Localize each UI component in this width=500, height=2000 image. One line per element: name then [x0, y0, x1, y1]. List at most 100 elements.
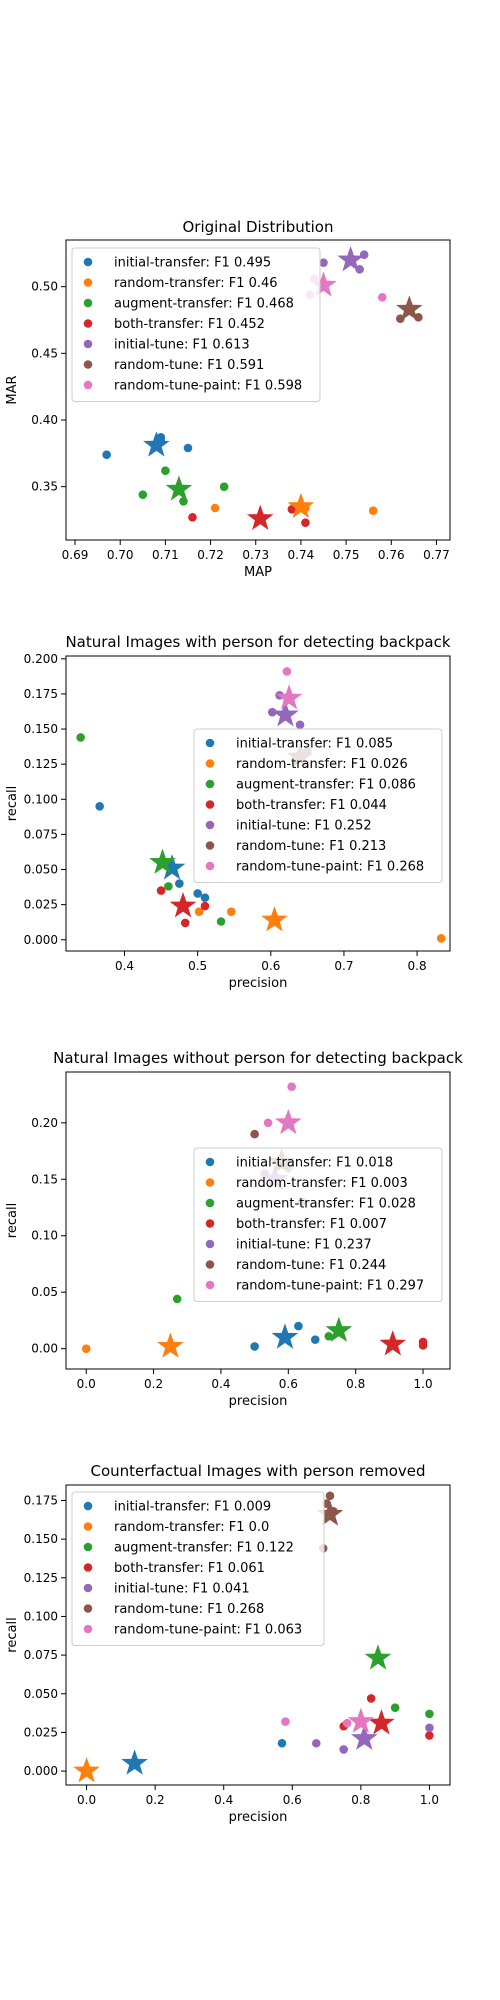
data-point-both-transfer: [180, 918, 190, 928]
legend-entry-initial-transfer: initial-transfer: F1 0.009: [114, 1500, 271, 1515]
y-tick-label: 0.025: [24, 898, 58, 912]
legend-marker-random-tune-paint: [205, 861, 215, 871]
data-point-random-tune: [325, 1491, 335, 1501]
y-tick-label: 0.050: [24, 863, 58, 877]
legend-entry-both-transfer: both-transfer: F1 0.007: [236, 1217, 387, 1232]
legend-entry-initial-transfer: initial-transfer: F1 0.085: [236, 737, 393, 752]
legend-entry-initial-transfer: initial-transfer: F1 0.018: [236, 1156, 393, 1171]
y-tick-label: 0.075: [24, 1648, 58, 1662]
legend-entry-random-transfer: random-transfer: F1 0.0: [114, 1520, 269, 1535]
data-point-augment-transfer: [161, 466, 170, 475]
data-point-initial-transfer: [294, 1321, 303, 1331]
legend-entry-both-transfer: both-transfer: F1 0.061: [114, 1561, 265, 1576]
legend-entry-random-tune: random-tune: F1 0.268: [114, 1602, 264, 1617]
legend-entry-random-tune-paint: random-tune-paint: F1 0.598: [114, 379, 302, 394]
data-point-initial-transfer: [277, 1738, 287, 1748]
mean-star-initial-tune: [350, 1724, 378, 1750]
y-tick-label: 0.00: [31, 1342, 58, 1356]
legend-box: [71, 1491, 325, 1646]
x-tick-label: 0.69: [62, 548, 89, 562]
mean-star-random-tune-paint: [310, 271, 337, 297]
legend-entry-initial-tune: initial-tune: F1 0.237: [236, 1238, 372, 1253]
legend-marker-augment-transfer: [205, 779, 215, 789]
mean-star-random-transfer: [73, 1757, 100, 1783]
y-tick-label: 0.20: [31, 1116, 58, 1130]
legend-marker-augment-transfer: [83, 1542, 93, 1552]
chart-panel-1: Original Distribution 0.69 0.70 0.71 0.72 0.7…: [5, 218, 451, 580]
mean-star-random-tune: [316, 1500, 344, 1526]
y-tick-label: 0.175: [24, 687, 58, 701]
data-point-augment-transfer: [138, 490, 148, 499]
x-tick-label: 0.4: [115, 959, 134, 973]
chart-panel-4: Counterfactual Images with person remove…: [5, 1462, 451, 1825]
data-point-both-transfer: [301, 518, 310, 527]
mean-star-both-transfer: [379, 1330, 407, 1356]
data-point-initial-transfer: [102, 450, 111, 459]
data-point-augment-transfer: [172, 1294, 182, 1304]
chart-title: Natural Images with person for detecting…: [65, 633, 450, 651]
x-tick-label: 0.4: [214, 1793, 233, 1807]
y-tick-label: 0.200: [24, 652, 58, 666]
mean-star-initial-tune: [272, 701, 299, 727]
legend-entry-initial-tune: initial-tune: F1 0.252: [236, 819, 372, 834]
legend-marker-initial-transfer: [205, 738, 215, 748]
data-point-random-transfer: [81, 1344, 91, 1353]
legend-marker-random-tune: [205, 841, 215, 850]
y-tick-label: 0.025: [24, 1725, 58, 1739]
legend-entry-initial-tune: initial-tune: F1 0.613: [114, 338, 250, 353]
data-point-initial-tune: [339, 1745, 349, 1754]
mean-star-augment-transfer: [149, 848, 176, 874]
y-tick-label: 0.100: [24, 792, 58, 806]
y-tick-label: 0.40: [31, 413, 58, 427]
legend-marker-random-tune: [83, 1604, 93, 1613]
x-tick-label: 0.2: [144, 1377, 163, 1391]
legend-marker-initial-tune: [83, 339, 93, 349]
x-tick-label: 0.4: [211, 1377, 230, 1391]
legend-marker-random-transfer: [83, 278, 93, 287]
x-axis-label: precision: [229, 1394, 288, 1409]
legend: initial-transfer: F1 0.085 random-transfe…: [193, 728, 443, 883]
y-tick-label: 0.150: [24, 722, 58, 736]
legend-entry-both-transfer: both-transfer: F1 0.044: [236, 798, 387, 813]
y-axis-label: recall: [5, 786, 20, 821]
legend-marker-random-tune-paint: [205, 1280, 215, 1290]
mean-star-both-transfer: [169, 892, 197, 918]
legend-marker-augment-transfer: [83, 298, 93, 308]
legend-entry-both-transfer: both-transfer: F1 0.452: [114, 317, 265, 332]
data-point-random-tune-paint: [377, 293, 387, 302]
data-point-random-transfer: [436, 934, 446, 943]
legend: initial-transfer: F1 0.009 random-transfe…: [71, 1491, 325, 1646]
x-tick-label: 0.72: [197, 548, 224, 562]
legend-entry-random-tune-paint: random-tune-paint: F1 0.063: [114, 1623, 302, 1638]
legend-marker-augment-transfer: [205, 1198, 215, 1208]
legend-entry-random-transfer: random-transfer: F1 0.46: [114, 276, 278, 291]
legend-entry-random-tune: random-tune: F1 0.213: [236, 839, 386, 854]
legend-marker-random-tune: [205, 1260, 215, 1269]
legend-box: [193, 728, 443, 883]
y-tick-label: 0.50: [31, 280, 58, 294]
legend-box: [71, 247, 321, 402]
axes-frame: [65, 1071, 451, 1370]
legend-entry-random-tune: random-tune: F1 0.244: [236, 1258, 386, 1273]
legend-marker-initial-transfer: [205, 1157, 215, 1167]
x-tick-label: 0.71: [152, 548, 179, 562]
y-axis-label: recall: [5, 1617, 20, 1652]
mean-star-random-tune: [396, 295, 423, 321]
x-tick-label: 0.73: [242, 548, 269, 562]
data-point-both-transfer: [156, 886, 166, 895]
x-tick-label: 0.5: [188, 959, 207, 973]
chart-title: Natural Images without person for detect…: [53, 1049, 463, 1067]
mean-star-initial-transfer: [271, 1323, 299, 1349]
x-tick-label: 0.0: [77, 1377, 96, 1391]
x-tick-label: 0.8: [346, 1377, 365, 1391]
mean-star-both-transfer: [246, 504, 274, 530]
legend: initial-transfer: F1 0.495 random-transfe…: [71, 247, 321, 402]
legend-entry-random-transfer: random-transfer: F1 0.003: [236, 1176, 408, 1191]
data-point-augment-transfer: [76, 733, 85, 742]
data-point-both-transfer: [425, 1731, 434, 1740]
x-axis-label: precision: [229, 976, 288, 991]
legend-entry-random-transfer: random-transfer: F1 0.026: [236, 757, 408, 772]
data-point-initial-tune: [311, 1738, 321, 1748]
y-tick-label: 0.15: [31, 1172, 58, 1186]
